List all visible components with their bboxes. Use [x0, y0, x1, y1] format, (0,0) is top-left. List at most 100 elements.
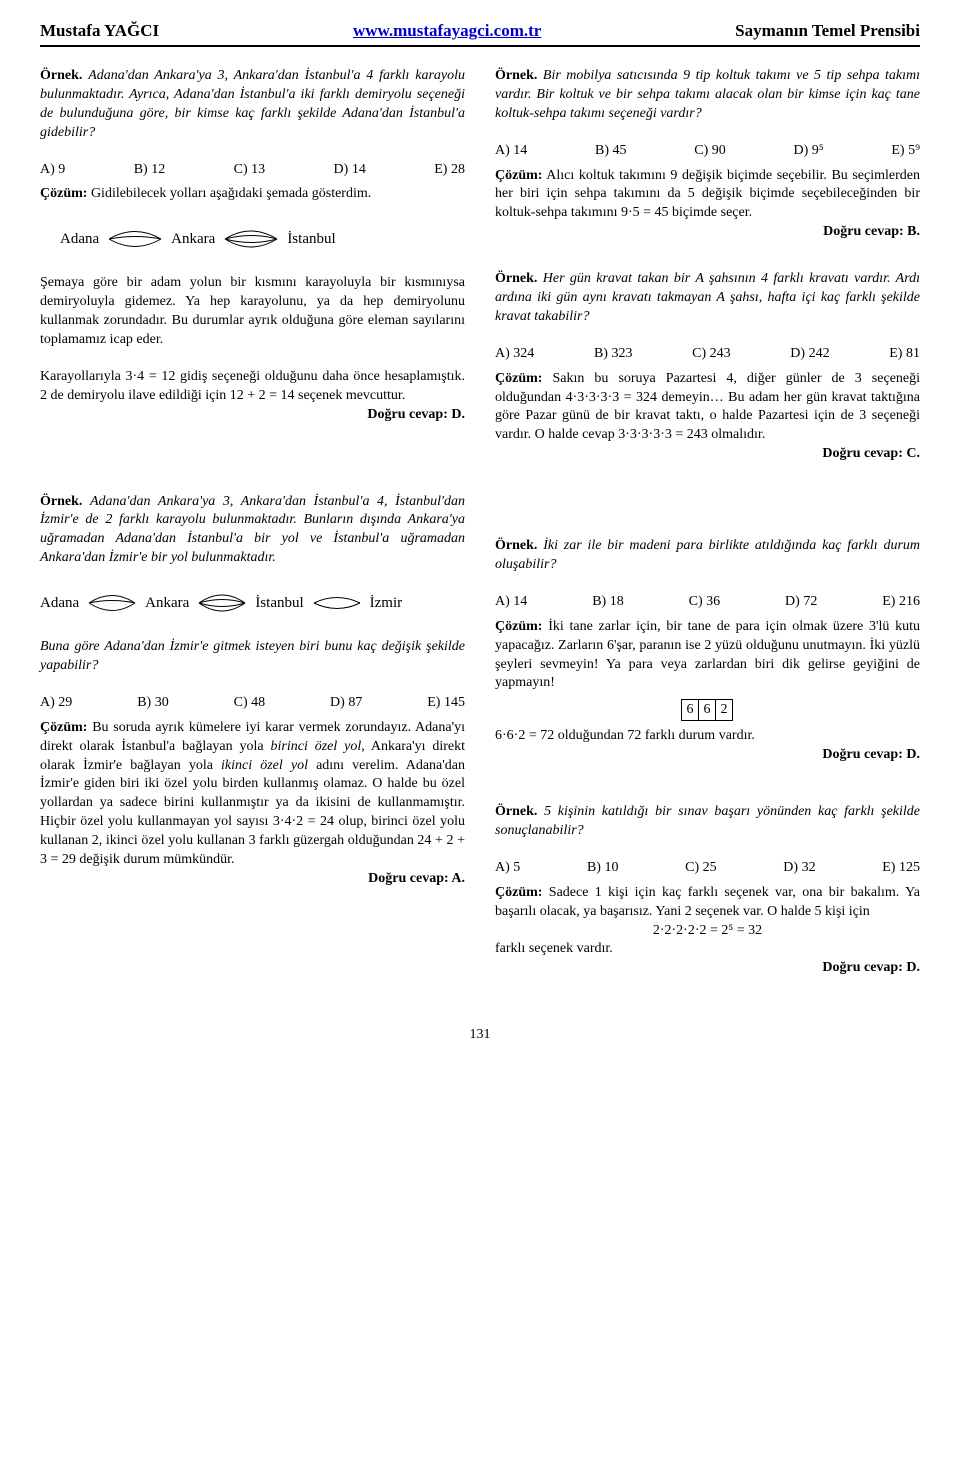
solution-label: Çözüm:	[40, 186, 87, 201]
example-r3: Örnek. İki zar ile bir madeni para birli…	[495, 537, 920, 575]
question-text: Bir mobilya satıcısında 9 tip koltuk tak…	[495, 68, 920, 121]
choice: C) 90	[694, 142, 726, 161]
city-label: Ankara	[145, 593, 189, 613]
solution-label: Çözüm:	[495, 619, 542, 634]
city-label: İstanbul	[255, 593, 303, 613]
header-link[interactable]: www.mustafayagci.com.tr	[353, 20, 541, 43]
choices-row: A) 324 B) 323 C) 243 D) 242 E) 81	[495, 345, 920, 364]
solution-body: İki tane zarlar için, bir tane de para i…	[495, 619, 920, 691]
choice: C) 48	[234, 694, 266, 713]
paragraph: Karayollarıyla 3·4 = 12 gidiş seçeneği o…	[40, 368, 465, 425]
page-header: Mustafa YAĞCI www.mustafayagci.com.tr Sa…	[40, 20, 920, 47]
answer-label: Doğru cevap: D.	[495, 746, 920, 765]
question-text: İki zar ile bir madeni para birlikte atı…	[495, 538, 920, 572]
arcs-icon	[312, 586, 362, 620]
box-cell: 6	[698, 699, 716, 721]
question-text: Her gün kravat takan bir A şahsının 4 fa…	[495, 271, 920, 324]
arcs-icon	[223, 222, 279, 256]
box-cell: 2	[715, 699, 733, 721]
choice: E) 5⁹	[891, 142, 920, 161]
city-label: Ankara	[171, 229, 215, 249]
solution-body: Gidilebilecek yolları aşağıdaki şemada g…	[91, 186, 371, 201]
choices-row: A) 9 B) 12 C) 13 D) 14 E) 28	[40, 161, 465, 180]
page-number: 131	[40, 1026, 920, 1045]
choice: C) 36	[689, 593, 721, 612]
header-title: Saymanın Temel Prensibi	[735, 20, 920, 43]
paragraph-text: Karayollarıyla 3·4 = 12 gidiş seçeneği o…	[40, 369, 465, 403]
choice: B) 323	[594, 345, 633, 364]
example-2: Örnek. Adana'dan Ankara'ya 3, Ankara'dan…	[40, 493, 465, 569]
choice: A) 14	[495, 593, 527, 612]
city-label: İzmir	[370, 593, 402, 613]
choice: A) 9	[40, 161, 65, 180]
city-label: Adana	[60, 229, 99, 249]
solution-text: Çözüm: İki tane zarlar için, bir tane de…	[495, 618, 920, 765]
paragraph: Şemaya göre bir adam yolun bir kısmını k…	[40, 274, 465, 350]
choice: B) 10	[587, 859, 619, 878]
route-diagram-2: Adana Ankara İstanbul İzmir	[40, 586, 465, 620]
choice: A) 5	[495, 859, 520, 878]
solution-body: adını verelim. Adana'dan İzmir'e giden b…	[40, 758, 465, 867]
right-column: Örnek. Bir mobilya satıcısında 9 tip kol…	[495, 67, 920, 996]
choice: D) 72	[785, 593, 817, 612]
choice: E) 125	[882, 859, 920, 878]
box-cell: 6	[681, 699, 699, 721]
choices-row: A) 29 B) 30 C) 48 D) 87 E) 145	[40, 694, 465, 713]
example-r4: Örnek. 5 kişinin katıldığı bir sınav baş…	[495, 803, 920, 841]
choices-row: A) 14 B) 45 C) 90 D) 9⁵ E) 5⁹	[495, 142, 920, 161]
choices-row: A) 14 B) 18 C) 36 D) 72 E) 216	[495, 593, 920, 612]
answer-label: Doğru cevap: C.	[495, 445, 920, 464]
solution-body: 6·6·2 = 72 olduğundan 72 farklı durum va…	[495, 728, 755, 743]
choice: E) 28	[434, 161, 465, 180]
arcs-icon	[197, 586, 247, 620]
answer-label: Doğru cevap: B.	[495, 223, 920, 242]
solution-text: Çözüm: Sadece 1 kişi için kaç farklı seç…	[495, 884, 920, 978]
choice: A) 324	[495, 345, 534, 364]
answer-label: Doğru cevap: A.	[40, 870, 465, 889]
solution-body: Sadece 1 kişi için kaç farklı seçenek va…	[495, 885, 920, 919]
solution-label: Çözüm:	[495, 885, 542, 900]
solution-text: Çözüm: Gidilebilecek yolları aşağıdaki ş…	[40, 185, 465, 204]
choice: C) 243	[692, 345, 731, 364]
example-label: Örnek.	[495, 271, 537, 286]
city-label: İstanbul	[287, 229, 335, 249]
choice: B) 30	[137, 694, 169, 713]
arcs-icon	[87, 586, 137, 620]
question-text: 5 kişinin katıldığı bir sınav başarı yön…	[495, 804, 920, 838]
example-r2: Örnek. Her gün kravat takan bir A şahsın…	[495, 270, 920, 327]
city-label: Adana	[40, 593, 79, 613]
choice: D) 14	[334, 161, 366, 180]
choices-row: A) 5 B) 10 C) 25 D) 32 E) 125	[495, 859, 920, 878]
example-label: Örnek.	[40, 494, 82, 509]
question-text: Adana'dan Ankara'ya 3, Ankara'dan İstanb…	[40, 494, 465, 566]
solution-label: Çözüm:	[495, 168, 542, 183]
solution-body: Sakın bu soruya Pazartesi 4, diğer günle…	[495, 371, 920, 443]
example-label: Örnek.	[495, 538, 537, 553]
choice: E) 145	[427, 694, 465, 713]
choice: D) 87	[330, 694, 362, 713]
solution-text: Çözüm: Sakın bu soruya Pazartesi 4, diğe…	[495, 370, 920, 464]
solution-body: Alıcı koltuk takımını 9 değişik biçimde …	[495, 168, 920, 221]
solution-label: Çözüm:	[40, 720, 87, 735]
example-r1: Örnek. Bir mobilya satıcısında 9 tip kol…	[495, 67, 920, 124]
content-columns: Örnek. Adana'dan Ankara'ya 3, Ankara'dan…	[40, 67, 920, 996]
route-diagram-1: Adana Ankara İstanbul	[60, 222, 465, 256]
solution-label: Çözüm:	[495, 371, 542, 386]
term: ikinci özel yol	[221, 758, 308, 773]
choice: B) 12	[134, 161, 166, 180]
example-label: Örnek.	[495, 68, 537, 83]
choice: C) 13	[234, 161, 266, 180]
answer-label: Doğru cevap: D.	[495, 959, 920, 978]
choice: A) 14	[495, 142, 527, 161]
choice: D) 32	[783, 859, 815, 878]
choice: D) 9⁵	[793, 142, 823, 161]
question-text: Buna göre Adana'dan İzmir'e gitmek istey…	[40, 638, 465, 676]
solution-text: Çözüm: Alıcı koltuk takımını 9 değişik b…	[495, 167, 920, 243]
choice: B) 18	[592, 593, 624, 612]
dice-boxes: 6 6 2	[682, 699, 733, 721]
solution-text: Çözüm: Bu soruda ayrık kümelere iyi kara…	[40, 719, 465, 889]
header-author: Mustafa YAĞCI	[40, 20, 159, 43]
choice: A) 29	[40, 694, 72, 713]
example-1: Örnek. Adana'dan Ankara'ya 3, Ankara'dan…	[40, 67, 465, 143]
left-column: Örnek. Adana'dan Ankara'ya 3, Ankara'dan…	[40, 67, 465, 996]
